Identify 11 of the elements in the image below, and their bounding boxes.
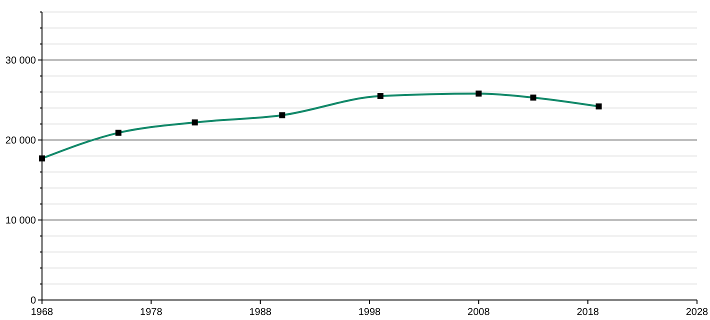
x-tick-label: 1998 <box>358 307 382 318</box>
x-tick-label: 2028 <box>686 307 709 318</box>
x-tick-label: 1968 <box>30 307 54 318</box>
y-tick-label: 10 000 <box>5 216 36 226</box>
x-tick-label: 2018 <box>576 307 600 318</box>
y-tick-label: 0 <box>30 296 36 306</box>
x-tick-label: 1978 <box>140 307 163 318</box>
x-tick-label: 1988 <box>249 307 272 318</box>
y-tick-label: 30 000 <box>5 56 36 66</box>
y-tick-label: 20 000 <box>5 136 36 146</box>
x-tick-label: 2008 <box>468 307 490 318</box>
